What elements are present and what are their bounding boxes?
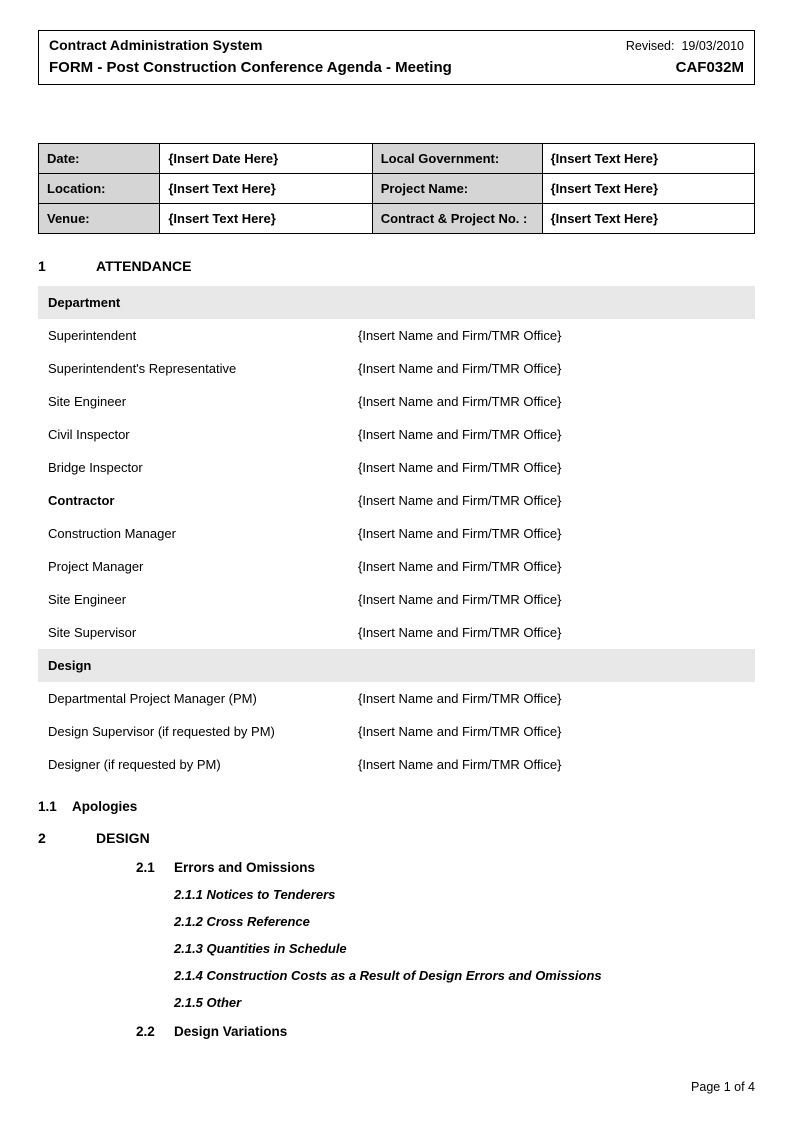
attendance-role: Site Engineer: [38, 583, 348, 616]
attendance-row: Construction Manager{Insert Name and Fir…: [38, 517, 755, 550]
attendance-name: {Insert Name and Firm/TMR Office}: [348, 352, 755, 385]
attendance-role: Civil Inspector: [38, 418, 348, 451]
outline-item: 2.1.2 Cross Reference: [174, 914, 755, 929]
attendance-row: Site Engineer{Insert Name and Firm/TMR O…: [38, 583, 755, 616]
attendance-name: {Insert Name and Firm/TMR Office}: [348, 748, 755, 781]
info-value: {Insert Text Here}: [160, 204, 372, 234]
attendance-group-header: Design: [38, 649, 755, 682]
attendance-name: {Insert Name and Firm/TMR Office}: [348, 682, 755, 715]
attendance-role: Project Manager: [38, 550, 348, 583]
attendance-name: {Insert Name and Firm/TMR Office}: [348, 319, 755, 352]
attendance-role: Construction Manager: [38, 517, 348, 550]
section-1-heading: 1 ATTENDANCE: [38, 258, 755, 274]
header-revised-label: Revised:: [626, 39, 675, 53]
attendance-name: {Insert Name and Firm/TMR Office}: [348, 583, 755, 616]
section-2-1-num: 2.1: [136, 860, 174, 875]
section-2-1-heading: 2.1 Errors and Omissions: [136, 860, 755, 875]
attendance-role: Designer (if requested by PM): [38, 748, 348, 781]
section-1-title: ATTENDANCE: [96, 258, 191, 274]
section-1-1-title: Apologies: [72, 799, 137, 814]
info-value: {Insert Text Here}: [160, 174, 372, 204]
attendance-name: {Insert Name and Firm/TMR Office}: [348, 385, 755, 418]
info-table: Date:{Insert Date Here}Local Government:…: [38, 143, 755, 234]
attendance-name: {Insert Name and Firm/TMR Office}: [348, 616, 755, 649]
section-1-1-heading: 1.1 Apologies: [38, 799, 755, 814]
info-value: {Insert Text Here}: [542, 174, 754, 204]
section-2-num: 2: [38, 830, 96, 846]
header-form-code: CAF032M: [676, 59, 744, 76]
info-label: Date:: [39, 144, 160, 174]
attendance-table: DepartmentSuperintendent{Insert Name and…: [38, 286, 755, 781]
info-value: {Insert Text Here}: [542, 144, 754, 174]
section-2-1-title: Errors and Omissions: [174, 860, 315, 875]
outline-item: 2.1.4 Construction Costs as a Result of …: [174, 968, 755, 983]
info-label: Project Name:: [372, 174, 542, 204]
attendance-row: Site Supervisor{Insert Name and Firm/TMR…: [38, 616, 755, 649]
attendance-row: Project Manager{Insert Name and Firm/TMR…: [38, 550, 755, 583]
attendance-name: {Insert Name and Firm/TMR Office}: [348, 451, 755, 484]
attendance-row: Superintendent's Representative{Insert N…: [38, 352, 755, 385]
outline-item: 2.1.1 Notices to Tenderers: [174, 887, 755, 902]
attendance-row: Design Supervisor (if requested by PM){I…: [38, 715, 755, 748]
outline-item: 2.1.5 Other: [174, 995, 755, 1010]
attendance-group-title: Department: [38, 286, 348, 319]
info-value: {Insert Text Here}: [542, 204, 754, 234]
attendance-row: Departmental Project Manager (PM){Insert…: [38, 682, 755, 715]
section-2-title: DESIGN: [96, 830, 150, 846]
header-row-1: Contract Administration System Revised: …: [49, 37, 744, 53]
attendance-group-spacer: [348, 649, 755, 682]
info-value: {Insert Date Here}: [160, 144, 372, 174]
attendance-group-title: Design: [38, 649, 348, 682]
attendance-row: Site Engineer{Insert Name and Firm/TMR O…: [38, 385, 755, 418]
outline-item: 2.1.3 Quantities in Schedule: [174, 941, 755, 956]
info-row: Venue:{Insert Text Here}Contract & Proje…: [39, 204, 755, 234]
info-row: Date:{Insert Date Here}Local Government:…: [39, 144, 755, 174]
page-footer: Page 1 of 4: [691, 1080, 755, 1094]
attendance-name: {Insert Name and Firm/TMR Office}: [348, 484, 755, 517]
attendance-group-header: Department: [38, 286, 755, 319]
section-2-2-heading: 2.2 Design Variations: [136, 1024, 755, 1039]
attendance-name: {Insert Name and Firm/TMR Office}: [348, 517, 755, 550]
section-2-2-num: 2.2: [136, 1024, 174, 1039]
attendance-row: Superintendent{Insert Name and Firm/TMR …: [38, 319, 755, 352]
attendance-name: {Insert Name and Firm/TMR Office}: [348, 550, 755, 583]
attendance-role: Superintendent's Representative: [38, 352, 348, 385]
section-1-num: 1: [38, 258, 96, 274]
attendance-role: Superintendent: [38, 319, 348, 352]
header-form-title: FORM - Post Construction Conference Agen…: [49, 59, 452, 76]
attendance-row: Designer (if requested by PM){Insert Nam…: [38, 748, 755, 781]
attendance-row: Civil Inspector{Insert Name and Firm/TMR…: [38, 418, 755, 451]
attendance-role: Contractor: [38, 484, 348, 517]
header-box: Contract Administration System Revised: …: [38, 30, 755, 85]
attendance-name: {Insert Name and Firm/TMR Office}: [348, 418, 755, 451]
info-label: Contract & Project No. :: [372, 204, 542, 234]
attendance-row: Bridge Inspector{Insert Name and Firm/TM…: [38, 451, 755, 484]
info-row: Location:{Insert Text Here}Project Name:…: [39, 174, 755, 204]
attendance-role: Departmental Project Manager (PM): [38, 682, 348, 715]
page-container: Contract Administration System Revised: …: [0, 0, 793, 1122]
header-system-title: Contract Administration System: [49, 37, 262, 53]
attendance-role: Design Supervisor (if requested by PM): [38, 715, 348, 748]
header-row-2: FORM - Post Construction Conference Agen…: [49, 59, 744, 76]
section-2-2-title: Design Variations: [174, 1024, 287, 1039]
attendance-role: Bridge Inspector: [38, 451, 348, 484]
attendance-role: Site Engineer: [38, 385, 348, 418]
header-revised: Revised: 19/03/2010: [626, 39, 744, 53]
section-2-heading: 2 DESIGN: [38, 830, 755, 846]
info-label: Venue:: [39, 204, 160, 234]
attendance-name: {Insert Name and Firm/TMR Office}: [348, 715, 755, 748]
info-label: Location:: [39, 174, 160, 204]
attendance-row: Contractor{Insert Name and Firm/TMR Offi…: [38, 484, 755, 517]
header-revised-date: 19/03/2010: [681, 39, 744, 53]
attendance-group-spacer: [348, 286, 755, 319]
attendance-role: Site Supervisor: [38, 616, 348, 649]
section-1-1-num: 1.1: [38, 799, 72, 814]
info-label: Local Government:: [372, 144, 542, 174]
